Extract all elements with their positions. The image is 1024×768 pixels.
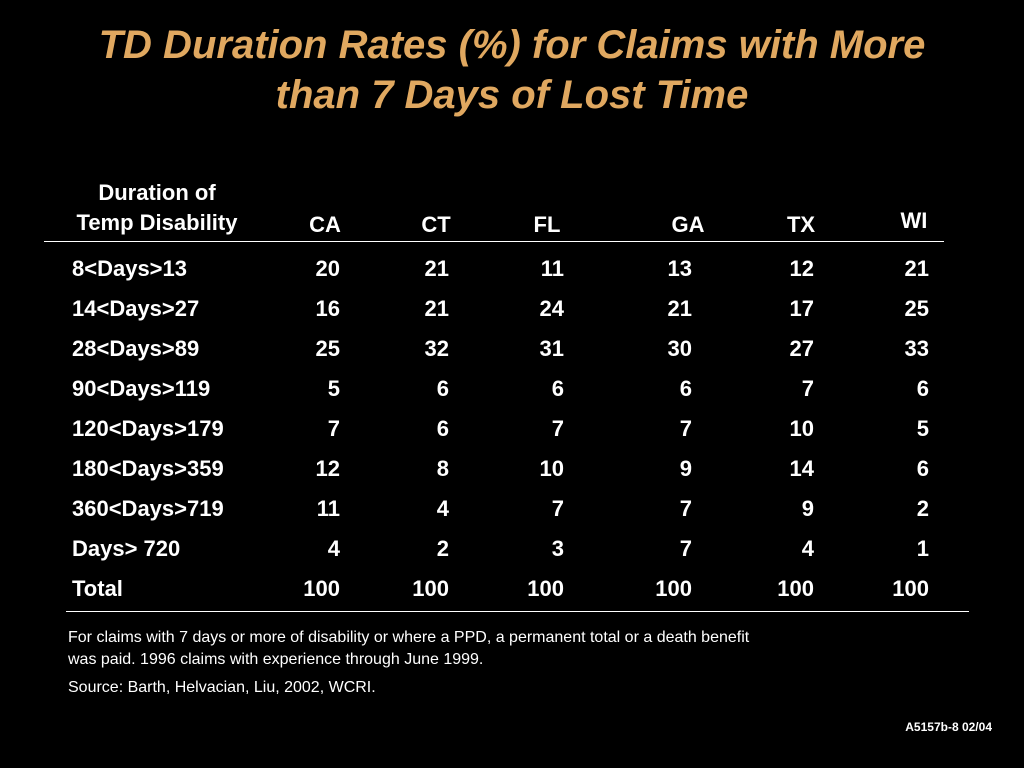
- cell-fl: 7: [551, 416, 564, 441]
- cell-ca: 16: [315, 296, 340, 321]
- cell-fl: 100: [527, 576, 564, 601]
- cell-fl: 7: [551, 496, 564, 521]
- title-line-1: TD Duration Rates (%) for Claims with Mo…: [98, 23, 926, 67]
- row-label: 90<Days>119: [72, 376, 211, 401]
- row-label: 180<Days>359: [72, 456, 224, 481]
- cell-tx: 27: [789, 336, 814, 361]
- cell-ga: 21: [667, 296, 692, 321]
- column-header-tx: TX: [786, 212, 816, 237]
- cell-fl: 10: [539, 456, 564, 481]
- cell-ga: 7: [679, 536, 692, 561]
- cell-fl: 3: [551, 536, 564, 561]
- row-label: Total: [72, 576, 123, 601]
- cell-wi: 6: [916, 456, 929, 481]
- row-label: 28<Days>89: [72, 336, 200, 361]
- cell-ga: 30: [667, 336, 692, 361]
- cell-tx: 100: [777, 576, 814, 601]
- cell-ca: 7: [327, 416, 340, 441]
- cell-tx: 10: [789, 416, 814, 441]
- cell-wi: 1: [916, 536, 929, 561]
- cell-tx: 7: [801, 376, 814, 401]
- column-header-ga: GA: [671, 212, 705, 237]
- cell-wi: 5: [916, 416, 929, 441]
- footnote: For claims with 7 days or more of disabi…: [68, 627, 968, 671]
- cell-ca: 4: [327, 536, 340, 561]
- table-bottom-divider: [66, 611, 969, 612]
- row-label: 8<Days>13: [72, 256, 187, 281]
- cell-wi: 25: [904, 296, 929, 321]
- cell-ca: 25: [315, 336, 340, 361]
- row-header-line-1: Duration of: [98, 180, 216, 205]
- cell-ct: 6: [436, 376, 449, 401]
- cell-ca: 12: [315, 456, 340, 481]
- row-header-line-2: Temp Disability: [76, 210, 238, 235]
- row-label: 360<Days>719: [72, 496, 224, 521]
- cell-ct: 100: [412, 576, 449, 601]
- cell-fl: 11: [540, 256, 564, 281]
- cell-tx: 12: [789, 256, 814, 281]
- column-header-ct: CT: [421, 212, 451, 237]
- cell-fl: 31: [539, 336, 564, 361]
- row-label: 120<Days>179: [72, 416, 224, 441]
- cell-wi: 6: [916, 376, 929, 401]
- cell-ga: 9: [679, 456, 692, 481]
- cell-tx: 9: [801, 496, 814, 521]
- cell-tx: 17: [789, 296, 814, 321]
- cell-wi: 2: [916, 496, 929, 521]
- cell-wi: 100: [892, 576, 929, 601]
- cell-ct: 8: [436, 456, 449, 481]
- cell-ga: 6: [679, 376, 692, 401]
- row-label: Days> 720: [72, 536, 181, 561]
- cell-ct: 21: [424, 296, 449, 321]
- row-label: 14<Days>27: [72, 296, 200, 321]
- cell-ca: 100: [303, 576, 340, 601]
- column-header-fl: FL: [533, 212, 561, 237]
- cell-ca: 11: [316, 496, 340, 521]
- source-note: Source: Barth, Helvacian, Liu, 2002, WCR…: [68, 679, 376, 696]
- column-header-ca: CA: [309, 212, 341, 237]
- cell-ga: 13: [667, 256, 692, 281]
- cell-ga: 100: [655, 576, 692, 601]
- cell-ga: 7: [679, 416, 692, 441]
- cell-ga: 7: [679, 496, 692, 521]
- cell-tx: 14: [789, 456, 814, 481]
- cell-ct: 2: [436, 536, 449, 561]
- cell-tx: 4: [801, 536, 814, 561]
- header-divider: [44, 241, 944, 242]
- cell-wi: 33: [904, 336, 929, 361]
- cell-ca: 20: [315, 256, 340, 281]
- footnote-line-1: For claims with 7 days or more of disabi…: [68, 629, 750, 646]
- slide-title: TD Duration Rates (%) for Claims with Mo…: [0, 20, 1024, 120]
- cell-ct: 6: [436, 416, 449, 441]
- cell-ca: 5: [327, 376, 340, 401]
- cell-fl: 24: [539, 296, 564, 321]
- column-header-wi: WI: [900, 208, 928, 233]
- cell-ct: 4: [436, 496, 449, 521]
- cell-ct: 32: [424, 336, 449, 361]
- cell-fl: 6: [551, 376, 564, 401]
- footnote-line-2: was paid. 1996 claims with experience th…: [68, 651, 484, 668]
- cell-wi: 21: [904, 256, 929, 281]
- title-line-2: than 7 Days of Lost Time: [275, 73, 749, 117]
- row-header: Duration of Temp Disability: [44, 178, 270, 238]
- cell-ct: 21: [424, 256, 449, 281]
- slide-id: A5157b-8 02/04: [905, 720, 992, 734]
